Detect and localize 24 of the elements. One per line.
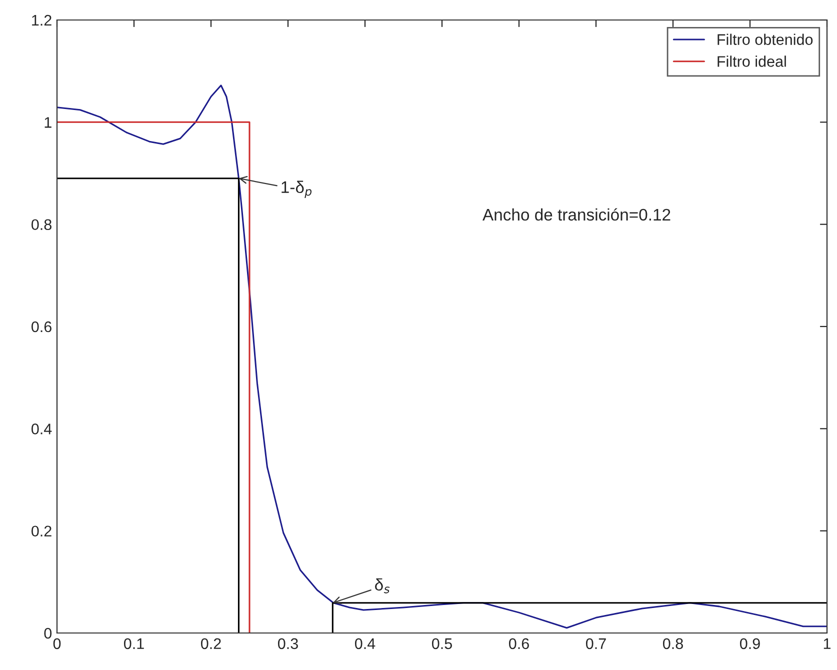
x-tick-label: 1: [824, 638, 831, 649]
y-tick-label: 1.2: [32, 14, 52, 26]
x-tick-label: 0.7: [586, 638, 606, 650]
y-tick-label: 0.6: [32, 321, 52, 332]
annotation: δ$_{s}$: [375, 578, 390, 594]
x-tick-label: 0.1: [124, 638, 144, 650]
line-series: [57, 84, 827, 629]
y-tick-label: 0.4: [32, 424, 52, 434]
y-tick-label: 0: [44, 628, 52, 639]
annotation: Ancho de transición=0.12: [482, 208, 670, 221]
legend-label: Filtro ideal: [718, 56, 786, 67]
y-tick-label: 0.8: [32, 219, 52, 230]
x-tick-label: 0.9: [740, 638, 760, 650]
x-tick-label: 0.5: [432, 638, 452, 650]
x-tick-label: 0.6: [508, 638, 529, 650]
x-tick-label: 0.2: [200, 638, 221, 650]
y-tick-label: 1: [44, 117, 52, 128]
x-tick-label: 0.3: [278, 638, 298, 650]
legend-label: Filtro obtenido: [718, 34, 813, 45]
y-tick-label: 0.2: [32, 526, 52, 537]
x-tick-label: 0.4: [354, 638, 376, 650]
x-tick-label: 0: [53, 638, 61, 650]
annotation: 1-δ$_{p}$: [282, 180, 312, 198]
x-tick-label: 0.8: [662, 638, 683, 650]
